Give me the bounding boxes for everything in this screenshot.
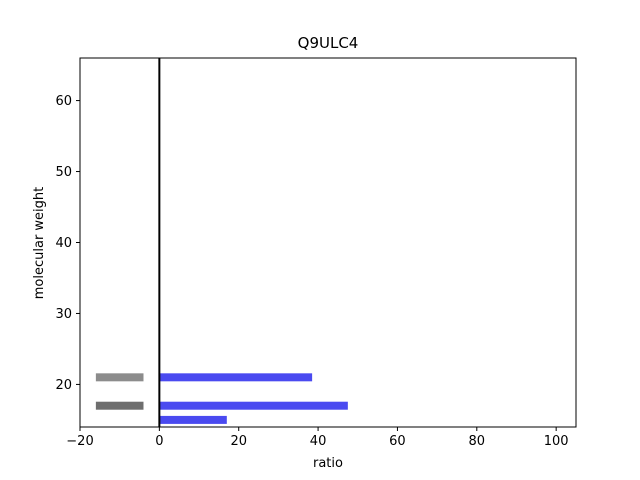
bar-series-1-0: [95, 373, 144, 382]
chart-title: Q9ULC4: [298, 34, 359, 52]
x-tick-label: 80: [469, 434, 486, 449]
x-tick-label: 0: [155, 434, 163, 449]
y-tick-label: 20: [55, 378, 72, 393]
x-axis: −20 0 20 40 60 80 100: [66, 427, 569, 449]
x-tick-label: 100: [544, 434, 569, 449]
x-tick-label: 40: [310, 434, 327, 449]
x-tick-label: 20: [230, 434, 247, 449]
bars-group: [95, 373, 348, 424]
bar-series-0-1: [159, 401, 348, 410]
y-tick-label: 30: [55, 307, 72, 322]
bar-series-0-2: [159, 415, 227, 424]
y-axis-label: molecular weight: [32, 187, 47, 300]
x-tick-label: 60: [389, 434, 406, 449]
y-tick-label: 60: [55, 94, 72, 109]
bar-series-2-0: [95, 401, 144, 410]
bar-series-0-0: [159, 373, 313, 382]
x-tick-label: −20: [66, 434, 93, 449]
y-tick-label: 40: [55, 236, 72, 251]
plot-area: −20 0 20 40 60 80 100 20 30 40 50 60: [55, 57, 577, 449]
y-tick-label: 50: [55, 165, 72, 180]
x-axis-label: ratio: [313, 456, 343, 471]
y-axis: 20 30 40 50 60: [55, 94, 80, 393]
